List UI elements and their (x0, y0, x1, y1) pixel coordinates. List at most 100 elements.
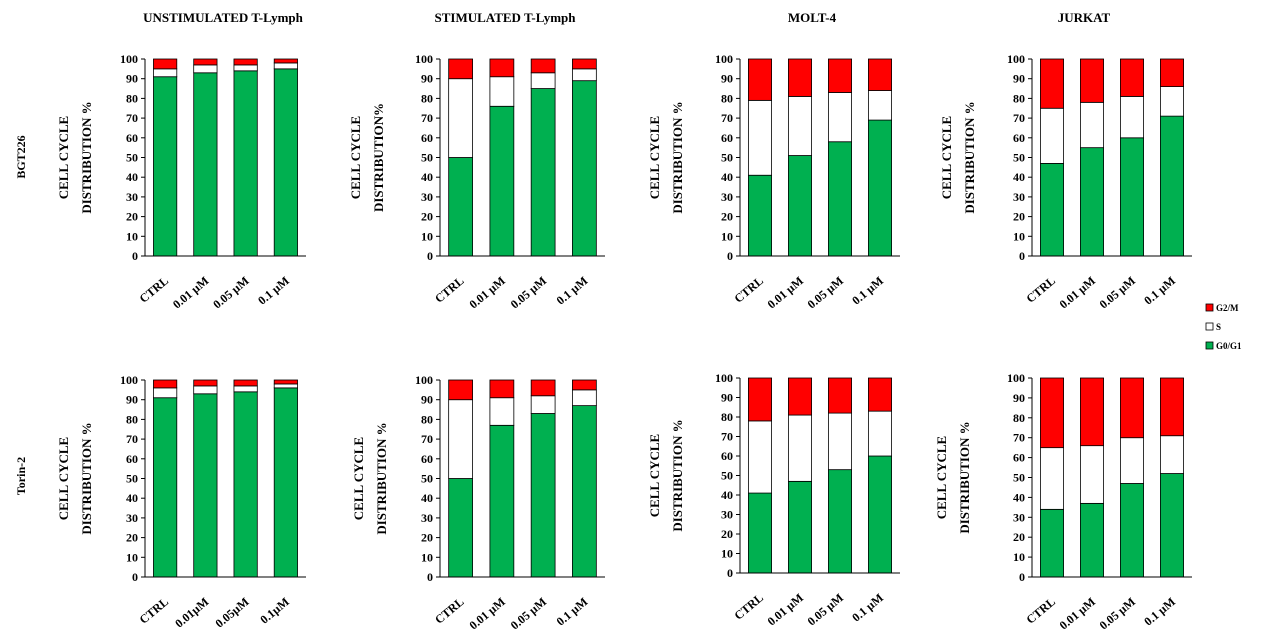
bar-segment-g2-m (828, 377, 853, 414)
y-tick-label: 40 (721, 488, 733, 502)
x-tick-label: 0.01 µM (765, 274, 806, 312)
y-tick-label: 90 (126, 72, 138, 86)
y-axis-label: DISTRIBUTION % (79, 101, 94, 213)
y-tick-label: 80 (721, 410, 733, 424)
y-tick-label: 10 (126, 550, 138, 564)
y-tick-label: 60 (421, 452, 433, 466)
bar-segment-s (193, 385, 218, 395)
bar-segment-g2-m (828, 58, 853, 93)
bar-segment-s (153, 387, 178, 399)
y-tick-label: 30 (721, 508, 733, 522)
x-tick-label: 0.1 µM (554, 274, 591, 308)
bar-segment-g2-m (1160, 377, 1185, 437)
x-tick-label: 0.01 µM (466, 595, 507, 633)
x-tick-label: 0.1 µM (1141, 274, 1178, 308)
bar-segment-g0-g1 (489, 424, 515, 578)
y-tick-label: 40 (126, 170, 138, 184)
bar-segment-g0-g1 (1160, 115, 1185, 257)
bar-segment-g0-g1 (530, 88, 556, 257)
chart-5: CELL CYCLE DISTRIBUTION % 0 10 20 30 40 50 60 70 8… (56, 373, 306, 631)
y-tick-label: 10 (721, 229, 733, 243)
y-tick-label: 40 (721, 170, 733, 184)
bar-segment-g0-g1 (193, 72, 218, 257)
y-tick-label: 60 (126, 452, 138, 466)
y-tick-label: 70 (421, 432, 433, 446)
y-axis-label: DISTRIBUTION % (962, 101, 977, 213)
column-title-unstimulated: UNSTIMULATED T-Lymph (143, 10, 304, 25)
bar-segment-g2-m (1120, 377, 1145, 439)
y-tick-label: 70 (421, 111, 433, 125)
x-tick-label: 0.1 µM (554, 595, 591, 629)
bar-segment-g0-g1 (153, 76, 178, 257)
bar-segment-g2-m (153, 379, 178, 389)
x-tick-label: CTRL (432, 595, 467, 627)
column-title-stimulated: STIMULATED T-Lymph (434, 10, 576, 25)
bar-segment-g2-m (233, 379, 258, 387)
bar-segment-s (193, 64, 218, 74)
y-tick-label: 0 (727, 249, 733, 263)
y-tick-label: 0 (427, 570, 433, 584)
bar-segment-g0-g1 (273, 68, 298, 257)
bar-segment-s (572, 389, 597, 407)
bar-segment-g0-g1 (530, 413, 556, 578)
bar-segment-s (489, 397, 515, 426)
bar-segment-g2-m (153, 58, 178, 70)
bar-segment-g2-m (193, 58, 218, 66)
y-tick-label: 80 (1013, 91, 1025, 105)
bar-segment-g0-g1 (273, 387, 298, 578)
bar-segment-s (1160, 86, 1185, 117)
y-tick-label: 10 (421, 550, 433, 564)
x-tick-label: 0.01 µM (1057, 595, 1098, 633)
y-tick-label: 0 (427, 249, 433, 263)
y-tick-label: 100 (715, 371, 733, 385)
bar-segment-g0-g1 (233, 70, 258, 257)
y-tick-label: 50 (1013, 151, 1025, 165)
y-tick-label: 90 (721, 72, 733, 86)
y-tick-label: 70 (1013, 431, 1025, 445)
bar-segment-g2-m (1080, 58, 1105, 103)
bar-segment-s (273, 383, 298, 389)
y-tick-label: 20 (421, 210, 433, 224)
x-tick-label: 0.05 µM (210, 274, 251, 312)
y-tick-label: 30 (126, 190, 138, 204)
x-tick-label: 0.1 µM (1141, 595, 1178, 629)
bar-segment-s (273, 62, 298, 70)
x-tick-label: 0.01 µM (466, 274, 507, 312)
bar-segment-g0-g1 (748, 174, 773, 257)
legend-label: G0/G1 (1216, 341, 1242, 351)
bar-segment-g0-g1 (1160, 473, 1185, 578)
bar-segment-g0-g1 (1120, 483, 1145, 578)
y-tick-label: 40 (421, 491, 433, 505)
y-tick-label: 30 (421, 190, 433, 204)
bar-segment-g0-g1 (448, 157, 473, 257)
y-tick-label: 10 (1013, 550, 1025, 564)
y-axis-label: DISTRIBUTION % (957, 421, 972, 533)
bar-segment-g0-g1 (489, 105, 515, 257)
legend: G2/M S G0/G1 (1205, 303, 1242, 351)
y-axis-label: DISTRIBUTION % (79, 422, 94, 534)
bar-segment-g2-m (233, 58, 258, 66)
y-tick-label: 20 (721, 210, 733, 224)
x-tick-label: 0.1 µM (849, 591, 886, 625)
y-tick-label: 100 (120, 373, 138, 387)
bar-segment-g2-m (1160, 58, 1185, 87)
bar-segment-g2-m (489, 379, 515, 399)
chart-7: CELL CYCLE DISTRIBUTION % 0 10 20 30 40 50 60 70 8… (647, 371, 900, 628)
y-tick-label: 70 (1013, 111, 1025, 125)
y-tick-label: 0 (132, 249, 138, 263)
y-tick-label: 40 (126, 491, 138, 505)
bar-segment-s (233, 385, 258, 393)
y-tick-label: 50 (1013, 471, 1025, 485)
y-axis-label: DISTRIBUTION % (670, 101, 685, 213)
y-tick-label: 10 (721, 547, 733, 561)
bar-segment-s (748, 420, 773, 494)
y-axis-label: CELL CYCLE (56, 116, 71, 199)
legend-swatch (1205, 341, 1214, 350)
bar-segment-g2-m (748, 58, 773, 101)
y-tick-label: 40 (421, 170, 433, 184)
y-tick-label: 10 (421, 229, 433, 243)
y-tick-label: 100 (120, 52, 138, 66)
bar-segment-g2-m (273, 58, 298, 64)
bar-segment-s (1040, 447, 1065, 510)
y-tick-label: 90 (721, 391, 733, 405)
